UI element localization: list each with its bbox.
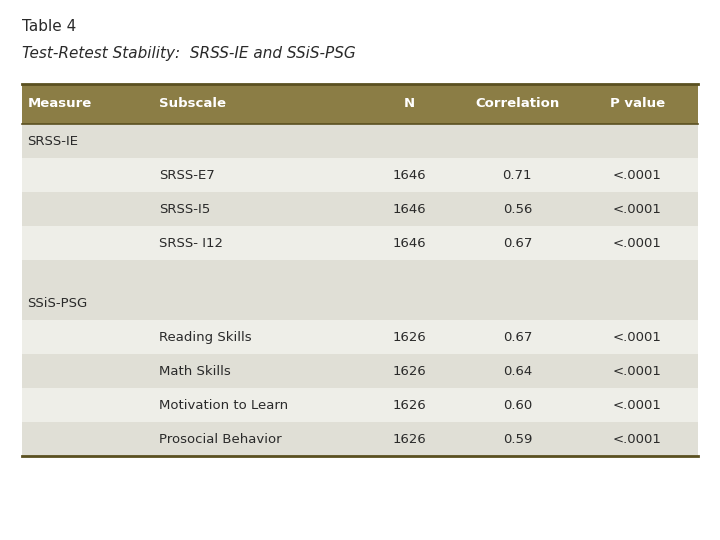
Text: <.0001: <.0001: [613, 202, 662, 216]
Text: SRSS-E7: SRSS-E7: [159, 168, 215, 182]
Text: Measure: Measure: [27, 97, 91, 111]
Text: Subscale: Subscale: [159, 97, 226, 111]
Text: 1626: 1626: [392, 330, 426, 344]
Text: <.0001: <.0001: [613, 364, 662, 378]
Text: 0.56: 0.56: [503, 202, 532, 216]
Text: Motivation to Learn: Motivation to Learn: [159, 399, 289, 412]
Text: N: N: [403, 97, 415, 111]
Text: <.0001: <.0001: [613, 237, 662, 250]
Text: P value: P value: [610, 97, 665, 111]
Text: Correlation: Correlation: [475, 97, 559, 111]
Text: Table 4: Table 4: [22, 19, 76, 34]
Text: <.0001: <.0001: [613, 399, 662, 412]
Text: 0.67: 0.67: [503, 237, 532, 250]
Text: 0.59: 0.59: [503, 433, 532, 446]
Text: 1646: 1646: [392, 202, 426, 216]
Text: 1626: 1626: [392, 433, 426, 446]
Text: 1626: 1626: [392, 399, 426, 412]
Text: 0.71: 0.71: [503, 168, 532, 182]
Text: SRSS-IE: SRSS-IE: [27, 134, 78, 148]
Text: Math Skills: Math Skills: [159, 364, 231, 378]
Text: Reading Skills: Reading Skills: [159, 330, 252, 344]
Text: 1626: 1626: [392, 364, 426, 378]
Text: Prosocial Behavior: Prosocial Behavior: [159, 433, 282, 446]
Text: 1646: 1646: [392, 168, 426, 182]
Text: SRSS-I5: SRSS-I5: [159, 202, 210, 216]
Text: Test-Retest Stability:  SRSS-IE and SSiS-PSG: Test-Retest Stability: SRSS-IE and SSiS-…: [22, 46, 356, 61]
Text: SSiS-PSG: SSiS-PSG: [27, 296, 88, 310]
Text: <.0001: <.0001: [613, 168, 662, 182]
Text: <.0001: <.0001: [613, 330, 662, 344]
Text: 0.60: 0.60: [503, 399, 532, 412]
Text: 0.67: 0.67: [503, 330, 532, 344]
Text: SRSS- I12: SRSS- I12: [159, 237, 223, 250]
Text: <.0001: <.0001: [613, 433, 662, 446]
Text: 1646: 1646: [392, 237, 426, 250]
Text: 0.64: 0.64: [503, 364, 532, 378]
